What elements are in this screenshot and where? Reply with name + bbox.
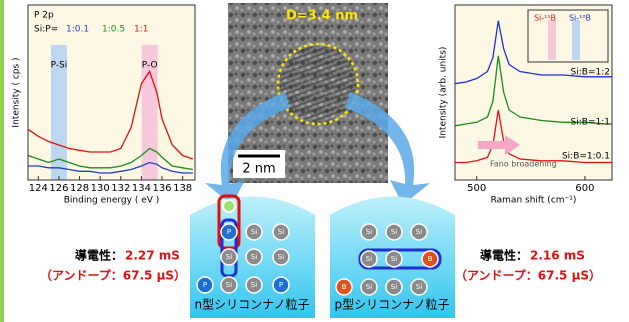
atom-label: Si bbox=[251, 281, 257, 289]
caption: p型シリコンナノ粒子 bbox=[334, 297, 449, 312]
atom-label: P bbox=[279, 281, 283, 289]
inset-band bbox=[572, 20, 580, 60]
annotation: Fano broadening bbox=[490, 160, 557, 169]
atom-label: Si bbox=[278, 253, 284, 261]
conductivity: 2.27 mS bbox=[125, 249, 180, 263]
inset-band bbox=[548, 20, 556, 60]
edge-strip bbox=[0, 0, 4, 322]
x-tick-label: 600 bbox=[575, 183, 594, 194]
atom-label: P bbox=[203, 281, 207, 289]
atom-label: Si bbox=[366, 255, 372, 263]
conductivity-label: 導電性： bbox=[480, 248, 528, 263]
conductivity: 2.16 mS bbox=[530, 249, 585, 263]
atom-label: Si bbox=[416, 228, 422, 236]
x-tick-label: 138 bbox=[173, 183, 192, 194]
atom-label: B bbox=[428, 255, 433, 263]
lattice-fringes bbox=[280, 46, 356, 122]
legend-entry: 1:0.1 bbox=[66, 25, 89, 35]
inset-label: Si-¹⁰B bbox=[569, 14, 591, 23]
caption: n型シリコンナノ粒子 bbox=[194, 297, 309, 312]
x-tick-label: 500 bbox=[467, 183, 486, 194]
series-label: Si:B=1:1 bbox=[571, 118, 610, 128]
x-axis-label: Binding energy ( eV ) bbox=[64, 196, 160, 206]
atom-label: Si bbox=[251, 228, 257, 236]
undoped: （アンドープ：67.5 μS） bbox=[455, 268, 601, 283]
series-label: Si:B=1:0.1 bbox=[562, 152, 610, 162]
inset-label: Si-¹¹B bbox=[534, 14, 556, 23]
conductivity-label: 導電性： bbox=[75, 248, 123, 263]
x-tick-label: 130 bbox=[91, 183, 110, 194]
x-tick-label: 126 bbox=[49, 183, 68, 194]
x-tick-label: 124 bbox=[29, 183, 48, 194]
atom-label: B bbox=[342, 283, 347, 291]
band-label: P-O bbox=[142, 61, 158, 71]
atom-label: Si bbox=[366, 228, 372, 236]
atom-label: Si bbox=[366, 283, 372, 291]
legend-title: Si:P= bbox=[34, 25, 58, 35]
electron bbox=[223, 200, 235, 212]
x-tick-label: 128 bbox=[70, 183, 89, 194]
x-axis-label: Raman shift (cm⁻¹) bbox=[491, 196, 577, 206]
y-axis-label: Intensity ( cps ) bbox=[12, 57, 22, 127]
atom-label: Si bbox=[391, 255, 397, 263]
atom-label: Si bbox=[278, 228, 284, 236]
x-tick-label: 132 bbox=[111, 183, 130, 194]
undoped: （アンドープ：67.5 μS） bbox=[40, 268, 186, 283]
scale-label: 2 nm bbox=[242, 162, 275, 177]
atom-label: Si bbox=[416, 283, 422, 291]
y-axis-label: Intensity (arb. units) bbox=[439, 47, 449, 139]
legend-entry: 1:0.5 bbox=[102, 25, 125, 35]
x-tick-label: 136 bbox=[152, 183, 171, 194]
x-tick-label: 134 bbox=[132, 183, 151, 194]
atom-label: Si bbox=[391, 228, 397, 236]
series-label: Si:B=1:2 bbox=[571, 68, 610, 78]
band-label: P-Si bbox=[51, 61, 68, 71]
atom-label: P bbox=[227, 228, 231, 236]
atom-label: Si bbox=[226, 253, 232, 261]
atom-label: Si bbox=[251, 253, 257, 261]
diameter: D=3.4 nm bbox=[286, 9, 358, 24]
figure: D=3.4 nm 2 nm n型シリコンナノ粒子 p型シリコンナノ粒子 導電性：… bbox=[0, 0, 629, 322]
chart-title: P 2p bbox=[34, 11, 54, 21]
atom-label: Si bbox=[226, 281, 232, 289]
legend-entry: 1:1 bbox=[134, 25, 148, 35]
atom-label: Si bbox=[391, 283, 397, 291]
